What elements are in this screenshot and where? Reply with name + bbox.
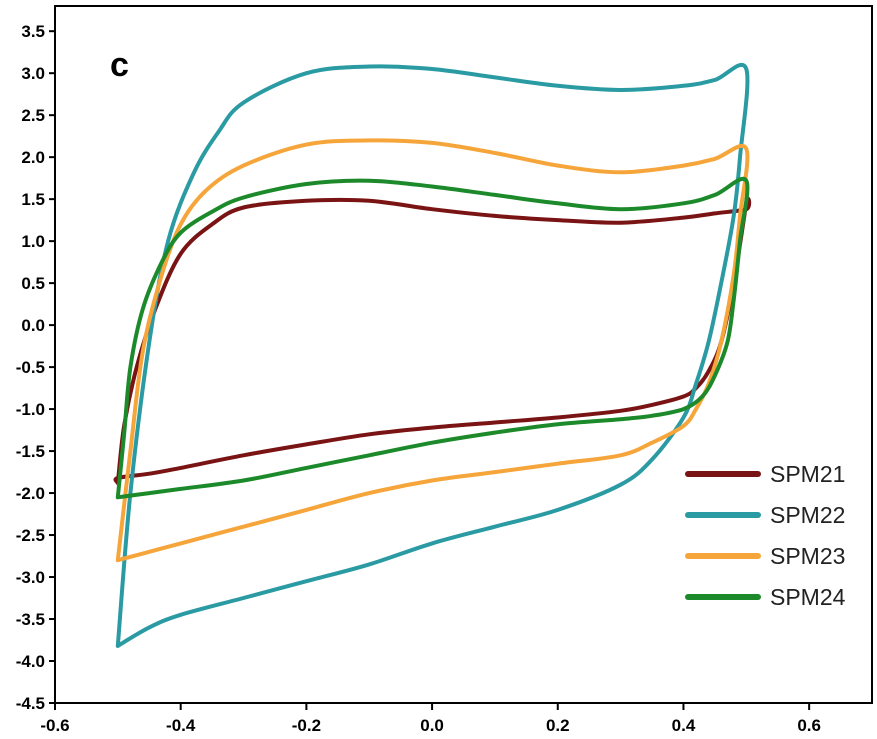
y-tick-label: 1.5 <box>21 190 45 209</box>
y-tick-label: 2.5 <box>21 106 45 125</box>
y-tick-label: -2.5 <box>16 526 45 545</box>
y-tick-label: 0.0 <box>21 316 45 335</box>
y-tick-label: -3.0 <box>16 568 45 587</box>
legend-label-spm23: SPM23 <box>770 543 845 569</box>
x-tick-label: -0.6 <box>40 716 69 735</box>
x-tick-label: 0.0 <box>420 716 444 735</box>
x-tick-label: 0.2 <box>546 716 570 735</box>
y-tick-label: 1.0 <box>21 232 45 251</box>
series-line-spm23 <box>115 138 750 563</box>
x-tick-label: -0.2 <box>292 716 321 735</box>
y-tick-label: 0.5 <box>21 274 45 293</box>
legend-label-spm24: SPM24 <box>770 584 846 610</box>
y-tick-label: 2.0 <box>21 148 45 167</box>
series-line-spm24 <box>115 176 750 500</box>
plot-frame <box>54 5 873 704</box>
panel-label: c <box>110 46 129 84</box>
y-tick-label: -4.0 <box>16 652 45 671</box>
y-tick-label: -0.5 <box>16 358 45 377</box>
y-tick-label: -2.0 <box>16 484 45 503</box>
legend-label-spm22: SPM22 <box>770 502 845 528</box>
y-axis-ticks: 3.5 3.0 2.5 2.0 1.5 1.0 0.5 0.0 -0.5 -1.0 -1.5 -2.0… <box>16 22 55 713</box>
x-tick-label: 0.6 <box>797 716 821 735</box>
y-tick-label: -3.5 <box>16 610 45 629</box>
x-tick-label: 0.4 <box>672 716 696 735</box>
y-tick-label: -4.5 <box>16 694 45 713</box>
y-tick-label: 3.5 <box>21 22 45 41</box>
x-tick-label: -0.4 <box>166 716 196 735</box>
series-layer <box>113 62 752 648</box>
legend: SPM21 SPM22 SPM23 SPM24 <box>685 461 846 610</box>
series-line-spm22 <box>115 62 750 648</box>
y-tick-label: -1.5 <box>16 442 45 461</box>
legend-label-spm21: SPM21 <box>770 461 845 487</box>
y-tick-label: -1.0 <box>16 400 45 419</box>
x-axis-ticks: -0.6 -0.4 -0.2 0.0 0.2 0.4 0.6 <box>40 703 821 735</box>
y-tick-label: 3.0 <box>21 64 45 83</box>
